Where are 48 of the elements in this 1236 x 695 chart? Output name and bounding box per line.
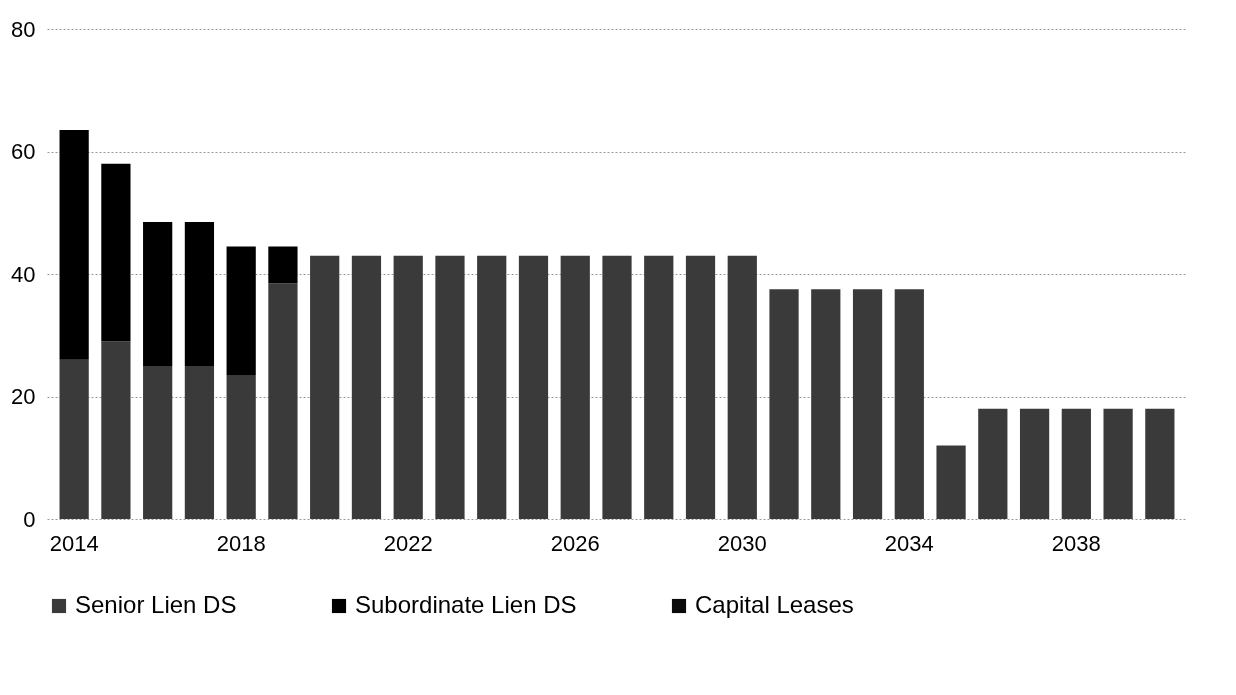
bar — [393, 255, 423, 519]
bar — [644, 255, 674, 519]
x-tick-label: 2014 — [49, 530, 99, 556]
bar — [685, 255, 716, 519]
bar — [101, 341, 131, 519]
bar — [1061, 408, 1091, 519]
bar — [435, 255, 465, 519]
bar — [143, 365, 173, 519]
legend-label: Senior Lien DS — [75, 591, 237, 618]
bar — [143, 221, 173, 366]
bar — [518, 255, 549, 519]
bar — [560, 255, 590, 519]
bar — [936, 445, 966, 519]
bar — [101, 163, 131, 342]
bar — [894, 289, 924, 519]
bar — [226, 246, 256, 376]
bar — [477, 255, 507, 519]
bar — [1145, 408, 1175, 519]
y-tick-label: 60 — [11, 139, 36, 164]
x-tick-label: 2018 — [216, 530, 266, 556]
legend-label: Capital Leases — [695, 591, 854, 618]
bar — [268, 246, 298, 284]
bar — [811, 289, 841, 519]
bar — [1019, 408, 1050, 519]
legend-label: Subordinate Lien DS — [355, 591, 577, 618]
bar — [1103, 408, 1133, 519]
x-tick-label: 2038 — [1051, 530, 1101, 556]
bar — [59, 130, 89, 360]
bar — [351, 255, 382, 519]
y-tick-label: 20 — [11, 384, 36, 409]
bar — [226, 375, 256, 519]
x-tick-label: 2022 — [383, 530, 433, 556]
x-tick-label: 2034 — [884, 530, 934, 556]
x-tick-label: 2030 — [717, 530, 767, 556]
bar — [602, 255, 632, 519]
y-tick-label: 80 — [11, 16, 36, 42]
bar — [184, 365, 215, 519]
x-tick-label: 2026 — [550, 530, 600, 556]
bar — [727, 255, 757, 519]
y-tick-label: 40 — [11, 261, 36, 287]
bar — [852, 289, 883, 519]
bar — [184, 221, 215, 366]
bar — [268, 283, 298, 519]
bar — [978, 408, 1008, 519]
bar — [310, 255, 340, 519]
y-tick-label: 0 — [23, 506, 36, 532]
bar — [769, 289, 799, 519]
bar — [59, 359, 89, 519]
